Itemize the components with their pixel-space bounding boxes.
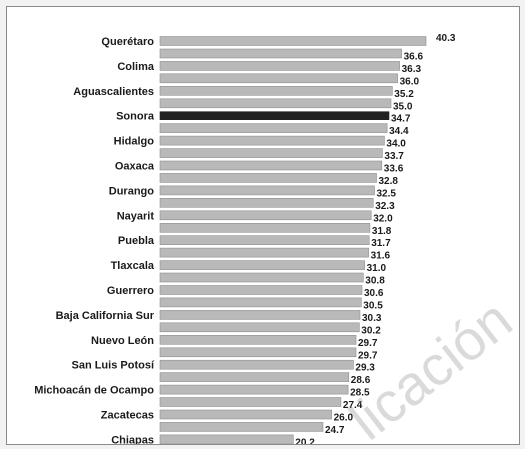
category-label-24: Nuevo León xyxy=(91,335,154,347)
category-label-20: Guerrero xyxy=(107,285,154,297)
bar-11 xyxy=(159,173,377,183)
value-label-24: 29.7 xyxy=(358,338,378,349)
category-label-26: San Luis Potosí xyxy=(71,360,154,372)
category-label-12: Durango xyxy=(109,185,155,197)
bar-22 xyxy=(159,310,361,320)
value-label-13: 32.3 xyxy=(375,201,395,212)
bar-20 xyxy=(159,285,363,295)
bar-31 xyxy=(159,422,324,432)
value-label-17: 31.6 xyxy=(371,251,391,262)
category-label-18: Tlaxcala xyxy=(111,260,155,272)
bar-8 xyxy=(159,135,385,146)
value-label-32: 20.2 xyxy=(295,437,315,444)
bar-32 xyxy=(159,434,294,444)
bar-13 xyxy=(159,198,374,208)
value-label-22: 30.3 xyxy=(362,313,382,324)
value-labels-group: 40.3 36.636.336.0 35.235.0 34.734.4 34.033.7… xyxy=(295,33,456,444)
category-label-28: Michoacán de Ocampo xyxy=(34,385,154,397)
value-label-8: 34.0 xyxy=(386,139,406,150)
bar-6 xyxy=(159,111,390,120)
bar-29 xyxy=(159,397,342,407)
category-label-10: Oaxaca xyxy=(115,161,155,173)
category-label-8: Hidalgo xyxy=(114,136,155,148)
value-label-23: 30.2 xyxy=(361,325,381,336)
category-label-0: Querétaro xyxy=(101,36,154,48)
bar-21 xyxy=(159,297,362,308)
value-label-21: 30.5 xyxy=(363,300,383,311)
bar-12 xyxy=(159,185,375,196)
bar-23 xyxy=(159,322,360,333)
bar-0 xyxy=(159,36,427,46)
bar-7 xyxy=(159,123,388,133)
chart-frame: Querétaro Colima Aguascalientes Sonora Hidal… xyxy=(6,6,520,445)
category-label-30: Zacatecas xyxy=(101,410,154,422)
value-label-2: 36.3 xyxy=(402,64,422,75)
value-label-10: 33.6 xyxy=(384,164,404,175)
value-label-15: 31.8 xyxy=(372,226,392,237)
bar-10 xyxy=(159,160,383,171)
bar-14 xyxy=(159,210,372,221)
bar-4 xyxy=(159,86,393,96)
value-label-12: 32.5 xyxy=(377,188,397,199)
value-label-5: 35.0 xyxy=(393,101,413,112)
value-label-27: 28.6 xyxy=(351,375,371,386)
bar-15 xyxy=(159,223,371,233)
category-label-2: Colima xyxy=(117,61,155,73)
value-label-31: 24.7 xyxy=(325,425,345,436)
bar-28 xyxy=(159,384,349,395)
value-label-14: 32.0 xyxy=(373,213,393,224)
bar-9 xyxy=(159,148,383,158)
bar-18 xyxy=(159,260,365,270)
bar-3 xyxy=(159,73,398,84)
value-label-4: 35.2 xyxy=(394,89,414,100)
bar-30 xyxy=(159,409,332,420)
value-label-26: 29.3 xyxy=(355,363,375,374)
value-label-0: 40.3 xyxy=(436,33,456,44)
category-label-16: Puebla xyxy=(118,235,155,247)
value-label-19: 30.8 xyxy=(365,276,385,287)
bar-25 xyxy=(159,347,357,358)
category-label-22: Baja California Sur xyxy=(56,310,155,322)
bar-chart: Querétaro Colima Aguascalientes Sonora Hidal… xyxy=(34,33,456,444)
value-label-29: 27.4 xyxy=(343,400,363,411)
value-label-9: 33.7 xyxy=(384,151,404,162)
value-label-1: 36.6 xyxy=(404,52,424,63)
value-label-6: 34.7 xyxy=(391,114,411,125)
bar-27 xyxy=(159,372,350,382)
value-label-30: 26.0 xyxy=(334,413,354,424)
bar-16 xyxy=(159,235,370,245)
value-label-16: 31.7 xyxy=(371,238,391,249)
category-label-6: Sonora xyxy=(116,111,155,123)
bar-2 xyxy=(159,61,400,71)
bar-17 xyxy=(159,247,369,258)
bars-group xyxy=(159,36,427,444)
category-label-32: Chiapas xyxy=(111,434,154,444)
bar-26 xyxy=(159,359,354,370)
value-label-7: 34.4 xyxy=(389,126,409,137)
value-label-20: 30.6 xyxy=(364,288,384,299)
bar-24 xyxy=(159,334,357,345)
bar-19 xyxy=(159,272,364,283)
category-label-4: Aguascalientes xyxy=(73,86,154,98)
bar-1 xyxy=(159,48,402,59)
value-label-11: 32.8 xyxy=(379,176,399,187)
category-labels-group: Querétaro Colima Aguascalientes Sonora Hidal… xyxy=(34,36,155,444)
category-label-14: Nayarit xyxy=(117,210,155,222)
value-label-18: 31.0 xyxy=(367,263,387,274)
bar-5 xyxy=(159,98,392,109)
value-label-3: 36.0 xyxy=(400,76,420,87)
value-label-28: 28.5 xyxy=(350,388,370,399)
value-label-25: 29.7 xyxy=(358,350,378,361)
